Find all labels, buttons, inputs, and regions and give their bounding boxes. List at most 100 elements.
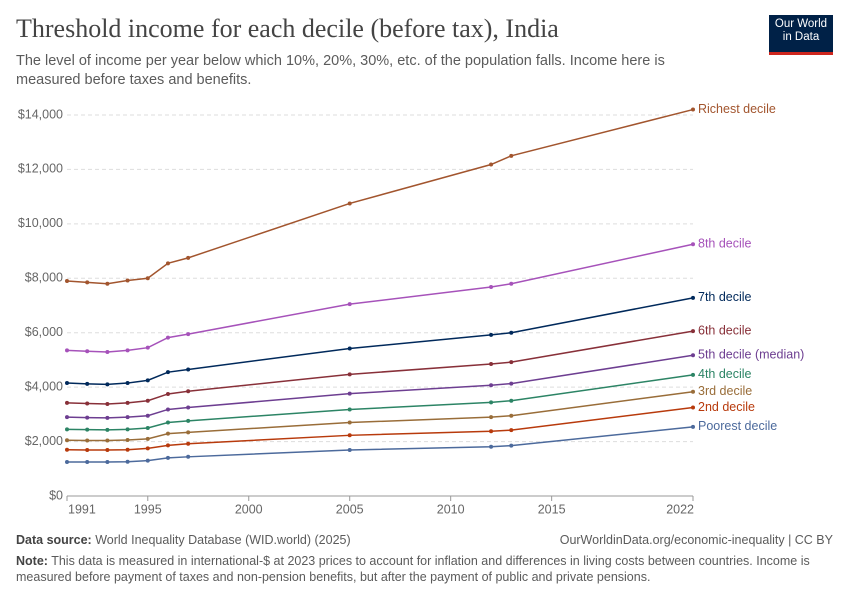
series-line bbox=[66, 330, 694, 405]
series-point bbox=[509, 381, 514, 386]
series-point bbox=[509, 428, 514, 433]
series-point bbox=[165, 431, 170, 436]
y-tick-label: $4,000 bbox=[25, 379, 63, 393]
series-point bbox=[691, 353, 695, 358]
series-point bbox=[347, 448, 352, 453]
series-point bbox=[165, 261, 170, 266]
series-point bbox=[347, 433, 352, 438]
series-point bbox=[509, 413, 514, 418]
chart: $0 $2,000 $4,000 $6,000 $8,000 $10,000 $12,000… bbox=[18, 102, 805, 516]
series-label: 6th decile bbox=[698, 323, 752, 337]
series-label: 8th decile bbox=[698, 237, 752, 251]
y-tick-label: $6,000 bbox=[25, 325, 63, 339]
series-point bbox=[165, 370, 170, 375]
y-tick-label: $10,000 bbox=[18, 216, 63, 230]
logo[interactable]: Our World in Data bbox=[769, 15, 833, 55]
series-line bbox=[66, 243, 694, 353]
series-point bbox=[85, 427, 90, 432]
series-label: 2nd decile bbox=[698, 400, 755, 414]
series-point bbox=[186, 430, 191, 435]
logo-text: Our World in Data bbox=[774, 18, 828, 43]
y-tick-label: $14,000 bbox=[18, 107, 63, 121]
note-label: Note: bbox=[16, 554, 48, 568]
series-point bbox=[347, 420, 352, 425]
series-point bbox=[65, 400, 69, 405]
series-point bbox=[85, 280, 90, 285]
series-point bbox=[489, 444, 494, 449]
series-point bbox=[85, 448, 90, 453]
series-point bbox=[489, 429, 494, 434]
series-point bbox=[489, 162, 494, 167]
series-point bbox=[165, 455, 170, 460]
x-tick-label: 2010 bbox=[437, 502, 465, 516]
series-label: Poorest decile bbox=[698, 419, 777, 433]
series-label: Richest decile bbox=[698, 102, 776, 116]
series-point bbox=[105, 281, 110, 286]
series-line bbox=[66, 406, 694, 451]
y-tick-label: $8,000 bbox=[25, 271, 63, 285]
url[interactable]: OurWorldinData.org/economic-inequality |… bbox=[559, 533, 833, 547]
series-point bbox=[145, 458, 150, 463]
series-point bbox=[509, 330, 514, 335]
series-line bbox=[67, 426, 694, 463]
series-point bbox=[85, 438, 90, 443]
series-point bbox=[85, 349, 90, 354]
series-point bbox=[145, 345, 150, 350]
series-point bbox=[105, 427, 110, 432]
series-point bbox=[186, 441, 191, 446]
series-point bbox=[691, 389, 695, 394]
series-point bbox=[65, 348, 69, 353]
series-point bbox=[65, 427, 69, 432]
series-point bbox=[105, 415, 110, 420]
series-point bbox=[145, 446, 150, 451]
series-point bbox=[145, 413, 150, 418]
series-point bbox=[347, 201, 352, 206]
series-label: 4th decile bbox=[698, 367, 752, 381]
series-point bbox=[85, 415, 90, 420]
chart-title: Threshold income for each decile (before… bbox=[16, 14, 559, 43]
series-point bbox=[489, 415, 494, 420]
series-point bbox=[691, 405, 695, 410]
series-point bbox=[145, 378, 150, 383]
series-point bbox=[125, 459, 130, 464]
series-point bbox=[105, 382, 110, 387]
series-point bbox=[347, 346, 352, 351]
series-point bbox=[105, 459, 110, 464]
source-text: World Inequality Database (WID.world) (2… bbox=[95, 533, 351, 547]
x-tick-label: 1995 bbox=[134, 502, 162, 516]
series-point bbox=[85, 381, 90, 386]
series-point bbox=[347, 391, 352, 396]
y-tick-label: $2,000 bbox=[25, 434, 63, 448]
series-point bbox=[85, 459, 90, 464]
series-point bbox=[186, 418, 191, 423]
x-tick-label: 1991 bbox=[68, 502, 96, 516]
series-point bbox=[125, 437, 130, 442]
series-point bbox=[691, 329, 695, 334]
note: Note: This data is measured in internati… bbox=[16, 553, 831, 585]
series-point bbox=[509, 281, 514, 286]
series-point bbox=[691, 295, 695, 300]
series-point bbox=[125, 415, 130, 420]
series-point bbox=[125, 400, 130, 405]
series-point bbox=[691, 424, 695, 429]
series-point bbox=[125, 348, 130, 353]
series-point bbox=[509, 443, 514, 448]
series-label: 5th decile (median) bbox=[698, 348, 804, 362]
chart-subtitle: The level of income per year below which… bbox=[16, 53, 665, 88]
series-point bbox=[65, 415, 69, 420]
series-point bbox=[105, 438, 110, 443]
series-point bbox=[489, 284, 494, 289]
series-point bbox=[105, 350, 110, 355]
series-point bbox=[65, 459, 69, 464]
source: Data source: World Inequality Database (… bbox=[16, 533, 351, 547]
series-point bbox=[125, 381, 130, 386]
series-point bbox=[145, 398, 150, 403]
series-point bbox=[186, 367, 191, 372]
series-point bbox=[691, 372, 695, 377]
series-point bbox=[489, 362, 494, 367]
series-point bbox=[85, 401, 90, 406]
x-tick-label: 2005 bbox=[336, 502, 364, 516]
series-point bbox=[489, 383, 494, 388]
series-point bbox=[186, 255, 191, 260]
